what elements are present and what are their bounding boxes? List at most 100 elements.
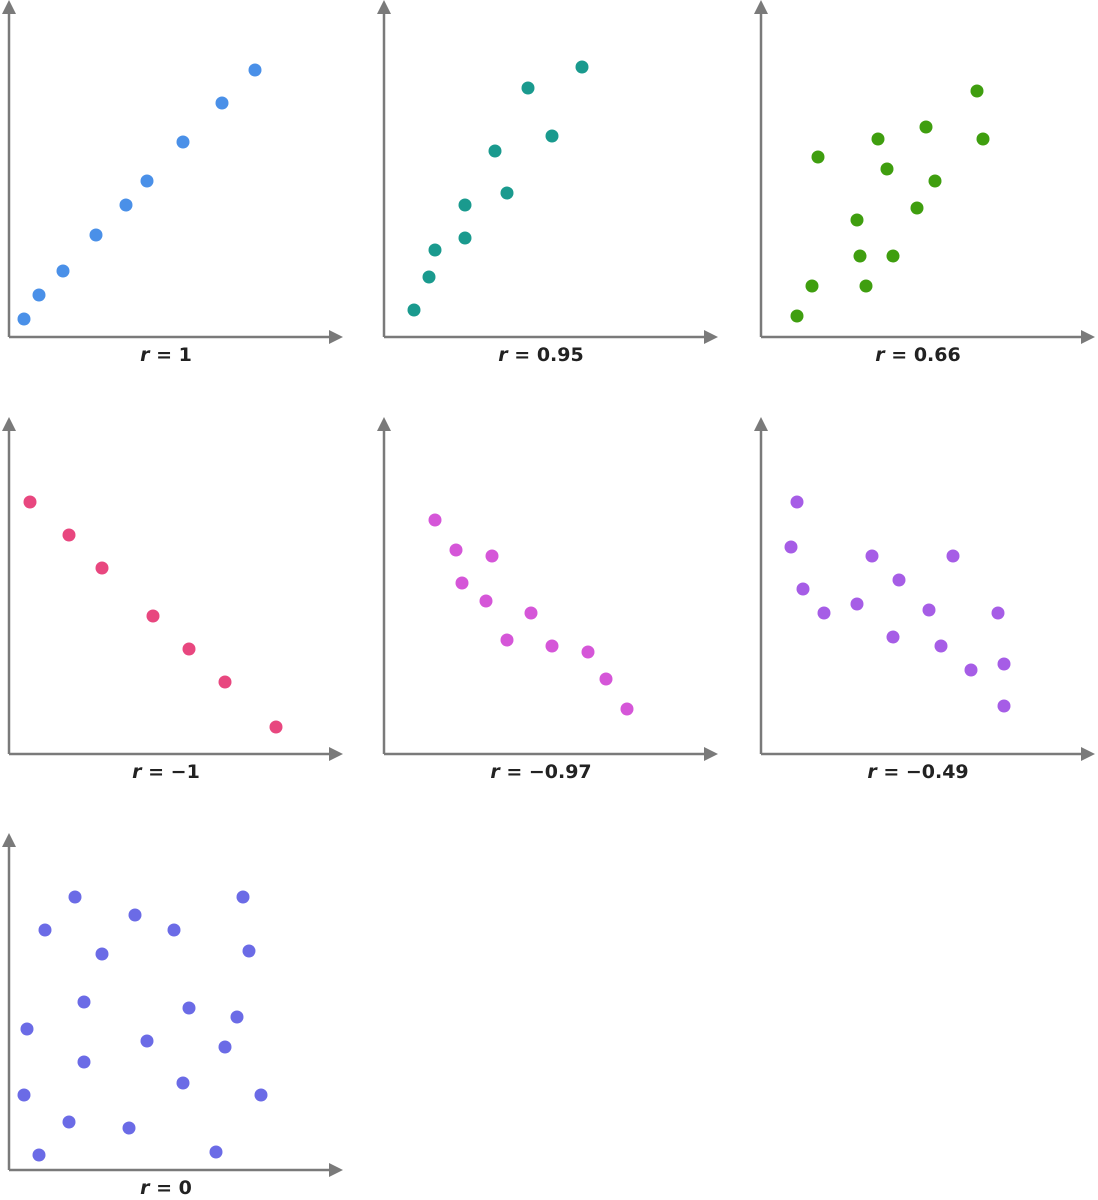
scatter-point (218, 675, 232, 689)
scatter-point (811, 150, 825, 164)
scatter-point (910, 201, 924, 215)
scatter-point (859, 279, 873, 293)
scatter-point (919, 120, 933, 134)
scatter-point (209, 1145, 223, 1159)
x-axis-arrow-icon (1081, 330, 1095, 344)
scatter-point (95, 947, 109, 961)
scatter-point (218, 1040, 232, 1054)
y-axis-arrow-icon (2, 833, 16, 847)
caption-value: = 0.95 (508, 344, 584, 366)
caption-value: = −0.97 (500, 761, 592, 783)
scatter-point (128, 908, 142, 922)
scatter-point (182, 642, 196, 656)
x-axis-arrow-icon (1081, 747, 1095, 761)
scatter-point (77, 995, 91, 1009)
scatter-point (422, 270, 436, 284)
scatter-point (56, 264, 70, 278)
scatter-point (964, 663, 978, 677)
correlation-caption: r = −0.97 (490, 761, 591, 783)
caption-value: = 0 (150, 1177, 192, 1199)
scatter-point (230, 1010, 244, 1024)
scatter-point (970, 84, 984, 98)
scatter-point (991, 606, 1005, 620)
scatter-panel: r = 0.66 (754, 0, 1095, 366)
scatter-point (68, 890, 82, 904)
scatter-point (23, 495, 37, 509)
scatter-panel: r = 0 (2, 833, 343, 1199)
scatter-point (581, 645, 595, 659)
scatter-point (38, 923, 52, 937)
caption-value: = 0.66 (885, 344, 961, 366)
scatter-point (790, 495, 804, 509)
scatter-point (458, 231, 472, 245)
scatter-panel: r = −0.49 (754, 417, 1095, 783)
x-axis-arrow-icon (704, 747, 718, 761)
scatter-point (269, 720, 283, 734)
scatter-point (236, 890, 250, 904)
scatter-point (485, 549, 499, 563)
scatter-point (500, 633, 514, 647)
scatter-point (77, 1055, 91, 1069)
correlation-caption: r = −1 (132, 761, 200, 783)
caption-variable: r (490, 761, 501, 783)
caption-variable: r (498, 344, 509, 366)
x-axis-arrow-icon (704, 330, 718, 344)
scatter-point (805, 279, 819, 293)
scatter-point (455, 576, 469, 590)
scatter-point (545, 639, 559, 653)
scatter-point (796, 582, 810, 596)
scatter-point (545, 129, 559, 143)
correlation-caption: r = 1 (140, 344, 192, 366)
correlation-caption: r = 0.95 (498, 344, 583, 366)
scatter-point (850, 597, 864, 611)
scatter-panel: r = 1 (2, 0, 343, 366)
scatter-point (17, 1088, 31, 1102)
scatter-point (182, 1001, 196, 1015)
scatter-point (89, 228, 103, 242)
scatter-point (95, 561, 109, 575)
scatter-point (521, 81, 535, 95)
y-axis-arrow-icon (377, 417, 391, 431)
scatter-point (62, 528, 76, 542)
caption-variable: r (140, 1177, 151, 1199)
caption-value: = 1 (150, 344, 192, 366)
scatter-point (479, 594, 493, 608)
y-axis-arrow-icon (754, 417, 768, 431)
scatter-point (242, 944, 256, 958)
scatter-point (20, 1022, 34, 1036)
scatter-point (488, 144, 502, 158)
scatter-point (865, 549, 879, 563)
scatter-point (946, 549, 960, 563)
scatter-point (119, 198, 133, 212)
caption-value: = −0.49 (877, 761, 969, 783)
scatter-point (976, 132, 990, 146)
caption-variable: r (140, 344, 151, 366)
caption-variable: r (132, 761, 143, 783)
scatter-point (17, 312, 31, 326)
scatter-point (524, 606, 538, 620)
scatter-point (790, 309, 804, 323)
scatter-point (886, 249, 900, 263)
scatter-point (928, 174, 942, 188)
scatter-point (575, 60, 589, 74)
scatter-point (428, 513, 442, 527)
scatter-point (176, 1076, 190, 1090)
scatter-point (215, 96, 229, 110)
scatter-point (428, 243, 442, 257)
scatter-point (620, 702, 634, 716)
scatter-point (32, 1148, 46, 1162)
scatter-point (32, 288, 46, 302)
scatter-point (853, 249, 867, 263)
correlation-caption: r = 0.66 (875, 344, 960, 366)
y-axis-arrow-icon (377, 0, 391, 14)
scatter-point (146, 609, 160, 623)
scatter-point (599, 672, 613, 686)
scatter-point (176, 135, 190, 149)
scatter-panel: r = −0.97 (377, 417, 718, 783)
scatter-point (449, 543, 463, 557)
scatter-point (458, 198, 472, 212)
scatter-point (254, 1088, 268, 1102)
scatter-point (784, 540, 798, 554)
caption-variable: r (867, 761, 878, 783)
